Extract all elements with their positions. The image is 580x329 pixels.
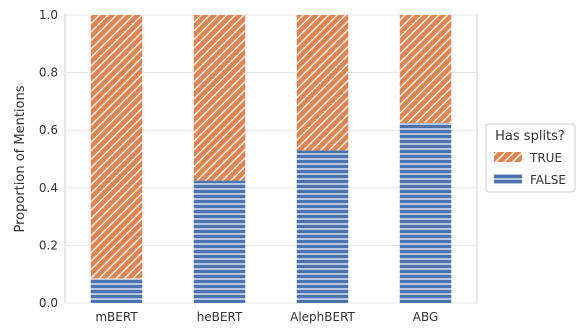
bar-false-alephbert (296, 150, 349, 303)
bar-false-hebert (193, 180, 246, 303)
x-tick-label: AlephBERT (290, 310, 355, 324)
y-tick-label: 0.2 (39, 238, 58, 252)
legend-label-true: TRUE (529, 151, 562, 165)
x-tick-label: mBERT (95, 310, 138, 324)
x-tick-label: ABG (413, 310, 439, 324)
y-tick-labels: 0.0 0.2 0.4 0.6 0.8 1.0 (39, 8, 58, 310)
legend-swatch-true (494, 152, 522, 162)
bar-true-abg (399, 15, 452, 123)
y-tick-label: 0.6 (39, 123, 58, 137)
y-tick-label: 0.8 (39, 66, 58, 80)
x-tick-label: heBERT (197, 310, 243, 324)
y-tick-label: 1.0 (39, 8, 58, 22)
bars (90, 15, 452, 303)
y-tick-label: 0.4 (39, 181, 58, 195)
y-axis-label: Proportion of Mentions (13, 85, 28, 232)
bar-false-mbert (90, 278, 143, 303)
legend: Has splits? TRUE FALSE (485, 123, 576, 193)
bar-true-hebert (193, 15, 246, 181)
bar-false-abg (399, 123, 452, 303)
legend-label-false: FALSE (530, 173, 566, 187)
x-tick-labels: mBERT heBERT AlephBERT ABG (95, 310, 438, 324)
legend-swatch-false (494, 174, 522, 184)
y-tick-label: 0.0 (39, 296, 58, 310)
legend-title: Has splits? (495, 129, 565, 144)
bar-true-alephbert (296, 15, 349, 151)
bar-true-mbert (90, 15, 143, 279)
